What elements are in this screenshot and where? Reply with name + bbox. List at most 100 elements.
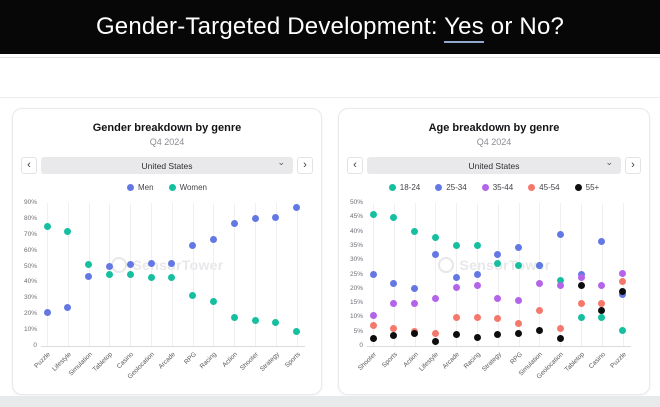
- prev-region-button[interactable]: ‹: [21, 157, 37, 174]
- legend-item-18-24[interactable]: 18-24: [388, 183, 420, 192]
- scatter-dot[interactable]: [494, 250, 502, 258]
- scatter-dot[interactable]: [431, 295, 439, 303]
- scatter-dot[interactable]: [619, 278, 627, 286]
- scatter-dot[interactable]: [43, 309, 51, 317]
- scatter-dot[interactable]: [43, 223, 51, 231]
- scatter-dot[interactable]: [452, 283, 460, 291]
- scatter-dot[interactable]: [272, 213, 280, 221]
- scatter-dot[interactable]: [411, 329, 419, 337]
- scatter-dot[interactable]: [251, 317, 259, 325]
- scatter-dot[interactable]: [168, 274, 176, 282]
- scatter-dot[interactable]: [64, 304, 72, 312]
- next-region-button[interactable]: ›: [625, 157, 641, 174]
- legend-item-Men[interactable]: Men: [127, 183, 154, 192]
- scatter-dot[interactable]: [64, 228, 72, 236]
- region-dropdown[interactable]: United States ⌄: [367, 157, 621, 174]
- scatter-dot[interactable]: [390, 332, 398, 340]
- scatter-dot[interactable]: [452, 273, 460, 281]
- scatter-dot[interactable]: [431, 250, 439, 258]
- scatter-dot[interactable]: [535, 326, 543, 334]
- scatter-dot[interactable]: [473, 271, 481, 278]
- scatter-dot[interactable]: [577, 273, 585, 281]
- scatter-dot[interactable]: [535, 262, 543, 270]
- scatter-dot[interactable]: [390, 299, 398, 307]
- scatter-dot[interactable]: [473, 333, 481, 341]
- scatter-dot[interactable]: [126, 261, 134, 269]
- scatter-dot[interactable]: [189, 291, 197, 299]
- scatter-dot[interactable]: [147, 274, 155, 282]
- prev-region-button[interactable]: ‹: [347, 157, 363, 174]
- scatter-dot[interactable]: [577, 313, 585, 321]
- scatter-dot[interactable]: [452, 331, 460, 339]
- scatter-dot[interactable]: [619, 326, 627, 334]
- scatter-dot[interactable]: [411, 228, 419, 236]
- legend-item-45-54[interactable]: 45-54: [528, 183, 560, 192]
- scatter-dot[interactable]: [251, 215, 259, 223]
- scatter-dot[interactable]: [209, 236, 217, 244]
- scatter-dot[interactable]: [431, 329, 439, 337]
- scatter-dot[interactable]: [473, 313, 481, 321]
- scatter-dot[interactable]: [473, 282, 481, 290]
- scatter-dot[interactable]: [230, 220, 238, 228]
- scatter-dot[interactable]: [598, 238, 606, 246]
- scatter-dot[interactable]: [535, 306, 543, 314]
- scatter-dot[interactable]: [515, 319, 523, 327]
- scatter-dot[interactable]: [494, 315, 502, 323]
- scatter-dot[interactable]: [293, 204, 301, 212]
- scatter-dot[interactable]: [577, 299, 585, 307]
- scatter-dot[interactable]: [209, 298, 217, 305]
- scatter-dot[interactable]: [556, 325, 564, 333]
- legend-item-25-34[interactable]: 25-34: [435, 183, 467, 192]
- scatter-dot[interactable]: [85, 261, 93, 269]
- scatter-dot[interactable]: [473, 242, 481, 250]
- scatter-dot[interactable]: [431, 338, 439, 346]
- scatter-dot[interactable]: [535, 279, 543, 287]
- scatter-dot[interactable]: [619, 269, 627, 277]
- next-region-button[interactable]: ›: [297, 157, 313, 174]
- scatter-dot[interactable]: [515, 296, 523, 304]
- scatter-dot[interactable]: [452, 313, 460, 321]
- scatter-dot[interactable]: [431, 233, 439, 241]
- scatter-dot[interactable]: [105, 263, 113, 271]
- scatter-dot[interactable]: [556, 230, 564, 238]
- scatter-dot[interactable]: [515, 243, 523, 251]
- legend-item-Women[interactable]: Women: [168, 183, 207, 192]
- scatter-dot[interactable]: [390, 325, 398, 333]
- scatter-dot[interactable]: [619, 288, 627, 296]
- scatter-dot[interactable]: [369, 322, 377, 330]
- scatter-dot[interactable]: [147, 259, 155, 267]
- scatter-dot[interactable]: [452, 242, 460, 250]
- scatter-dot[interactable]: [494, 259, 502, 267]
- scatter-dot[interactable]: [577, 282, 585, 290]
- scatter-dot[interactable]: [411, 285, 419, 293]
- scatter-dot[interactable]: [556, 335, 564, 343]
- scatter-dot[interactable]: [515, 262, 523, 270]
- scatter-dot[interactable]: [411, 299, 419, 307]
- scatter-dot[interactable]: [556, 276, 564, 284]
- scatter-dot[interactable]: [494, 295, 502, 303]
- scatter-dot[interactable]: [189, 242, 197, 250]
- scatter-dot[interactable]: [126, 271, 134, 278]
- scatter-dot[interactable]: [105, 271, 113, 278]
- scatter-dot[interactable]: [556, 282, 564, 290]
- scatter-dot[interactable]: [390, 213, 398, 221]
- scatter-dot[interactable]: [369, 335, 377, 343]
- legend-item-35-44[interactable]: 35-44: [481, 183, 513, 192]
- scatter-dot[interactable]: [515, 329, 523, 337]
- scatter-dot[interactable]: [494, 331, 502, 339]
- scatter-dot[interactable]: [598, 306, 606, 314]
- scatter-dot[interactable]: [293, 328, 301, 336]
- scatter-dot[interactable]: [598, 299, 606, 307]
- scatter-dot[interactable]: [272, 318, 280, 326]
- scatter-dot[interactable]: [369, 271, 377, 278]
- scatter-dot[interactable]: [369, 210, 377, 218]
- scatter-dot[interactable]: [230, 313, 238, 321]
- scatter-dot[interactable]: [390, 279, 398, 287]
- legend-item-55+[interactable]: 55+: [574, 183, 599, 192]
- scatter-dot[interactable]: [168, 259, 176, 267]
- region-dropdown[interactable]: United States ⌄: [41, 157, 293, 174]
- scatter-dot[interactable]: [85, 272, 93, 280]
- scatter-dot[interactable]: [598, 282, 606, 290]
- scatter-dot[interactable]: [369, 312, 377, 320]
- scatter-dot[interactable]: [598, 313, 606, 321]
